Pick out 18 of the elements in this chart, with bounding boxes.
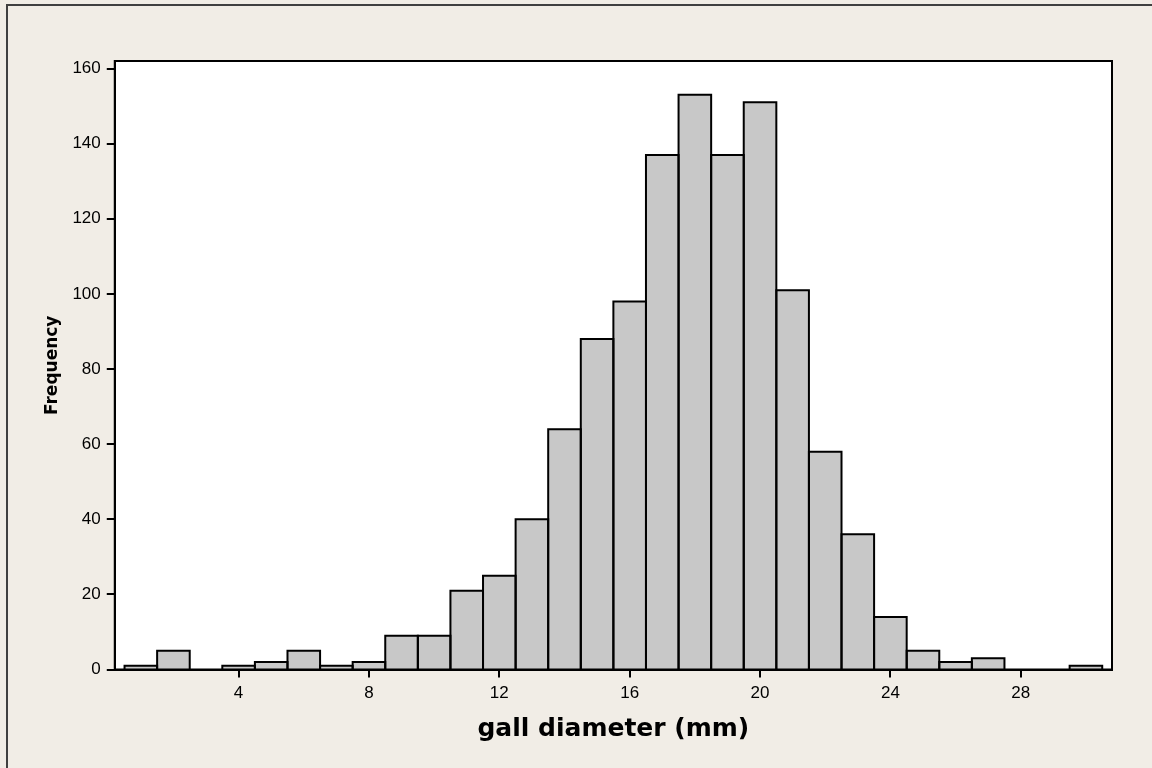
y-tick-label: 160 <box>72 58 101 78</box>
y-tick-label: 120 <box>72 208 101 228</box>
x-tick-label: 20 <box>750 683 770 703</box>
y-tick-label: 80 <box>81 358 101 378</box>
y-axis-title: Frequency <box>40 315 61 416</box>
y-tick-label: 0 <box>91 659 101 679</box>
x-tick-label: 12 <box>489 683 509 703</box>
y-tick-label: 140 <box>72 133 101 153</box>
x-tick-label: 16 <box>620 683 640 703</box>
x-tick-label: 8 <box>364 683 374 703</box>
x-tick-label: 28 <box>1011 683 1031 703</box>
y-tick-label: 60 <box>81 433 101 453</box>
x-tick-label: 4 <box>233 683 244 703</box>
y-tick-label: 100 <box>72 283 101 303</box>
x-axis-title: gall diameter (mm) <box>477 712 750 742</box>
x-tick-label: 24 <box>880 683 900 703</box>
y-tick-label: 20 <box>81 584 101 604</box>
y-tick-label: 40 <box>81 509 101 529</box>
